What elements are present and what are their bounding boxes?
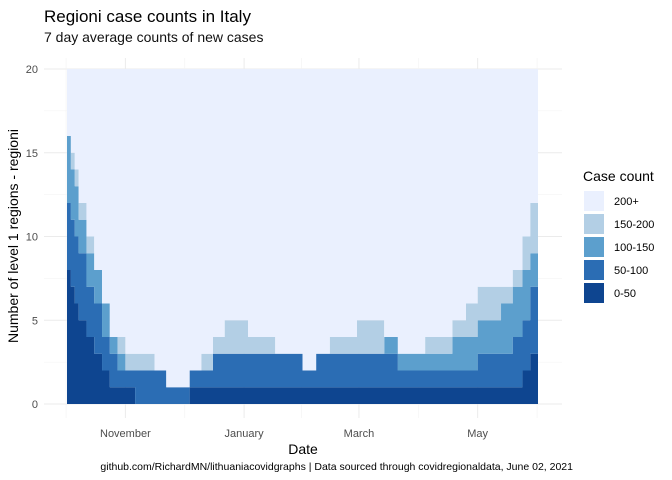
y-axis-title: Number of level 1 regions - regioni (5, 129, 21, 343)
chart-title: Regioni case counts in Italy (44, 7, 251, 26)
y-axis-ticks: 0 5 10 15 20 (26, 64, 38, 411)
chart-caption: github.com/RichardMN/lithuaniacovidgraph… (100, 461, 573, 473)
legend-label: 150-200 (614, 219, 654, 231)
y-tick-label: 5 (32, 315, 38, 327)
legend-title: Case count (583, 168, 654, 184)
y-tick-label: 15 (26, 148, 38, 160)
chart-subtitle: 7 day average counts of new cases (44, 29, 263, 45)
y-tick-label: 0 (32, 399, 38, 411)
area-series-0-50 (67, 270, 538, 404)
y-tick-label: 20 (26, 64, 38, 76)
stacked-areas (67, 69, 538, 404)
legend: Case count 200+ 150-200 100-150 50-100 0-50 (583, 168, 654, 303)
area-series-200-plus (67, 69, 538, 388)
legend-swatch (584, 260, 604, 280)
plot-panel: 0 5 10 15 20 November January March May (26, 58, 562, 440)
legend-swatch (584, 214, 604, 234)
legend-swatch (584, 283, 604, 303)
legend-swatch (584, 191, 604, 211)
x-tick-label: May (467, 428, 488, 440)
legend-label: 100-150 (614, 242, 654, 254)
legend-label: 0-50 (614, 288, 636, 300)
legend-swatch (584, 237, 604, 257)
legend-label: 50-100 (614, 265, 648, 277)
x-tick-label: January (225, 428, 265, 440)
x-axis-ticks: November January March May (100, 428, 489, 440)
x-tick-label: March (344, 428, 375, 440)
legend-entries: 200+ 150-200 100-150 50-100 0-50 (584, 191, 654, 303)
legend-label: 200+ (614, 196, 639, 208)
x-tick-label: November (100, 428, 151, 440)
x-axis-title: Date (288, 441, 318, 457)
y-tick-label: 10 (26, 232, 38, 244)
